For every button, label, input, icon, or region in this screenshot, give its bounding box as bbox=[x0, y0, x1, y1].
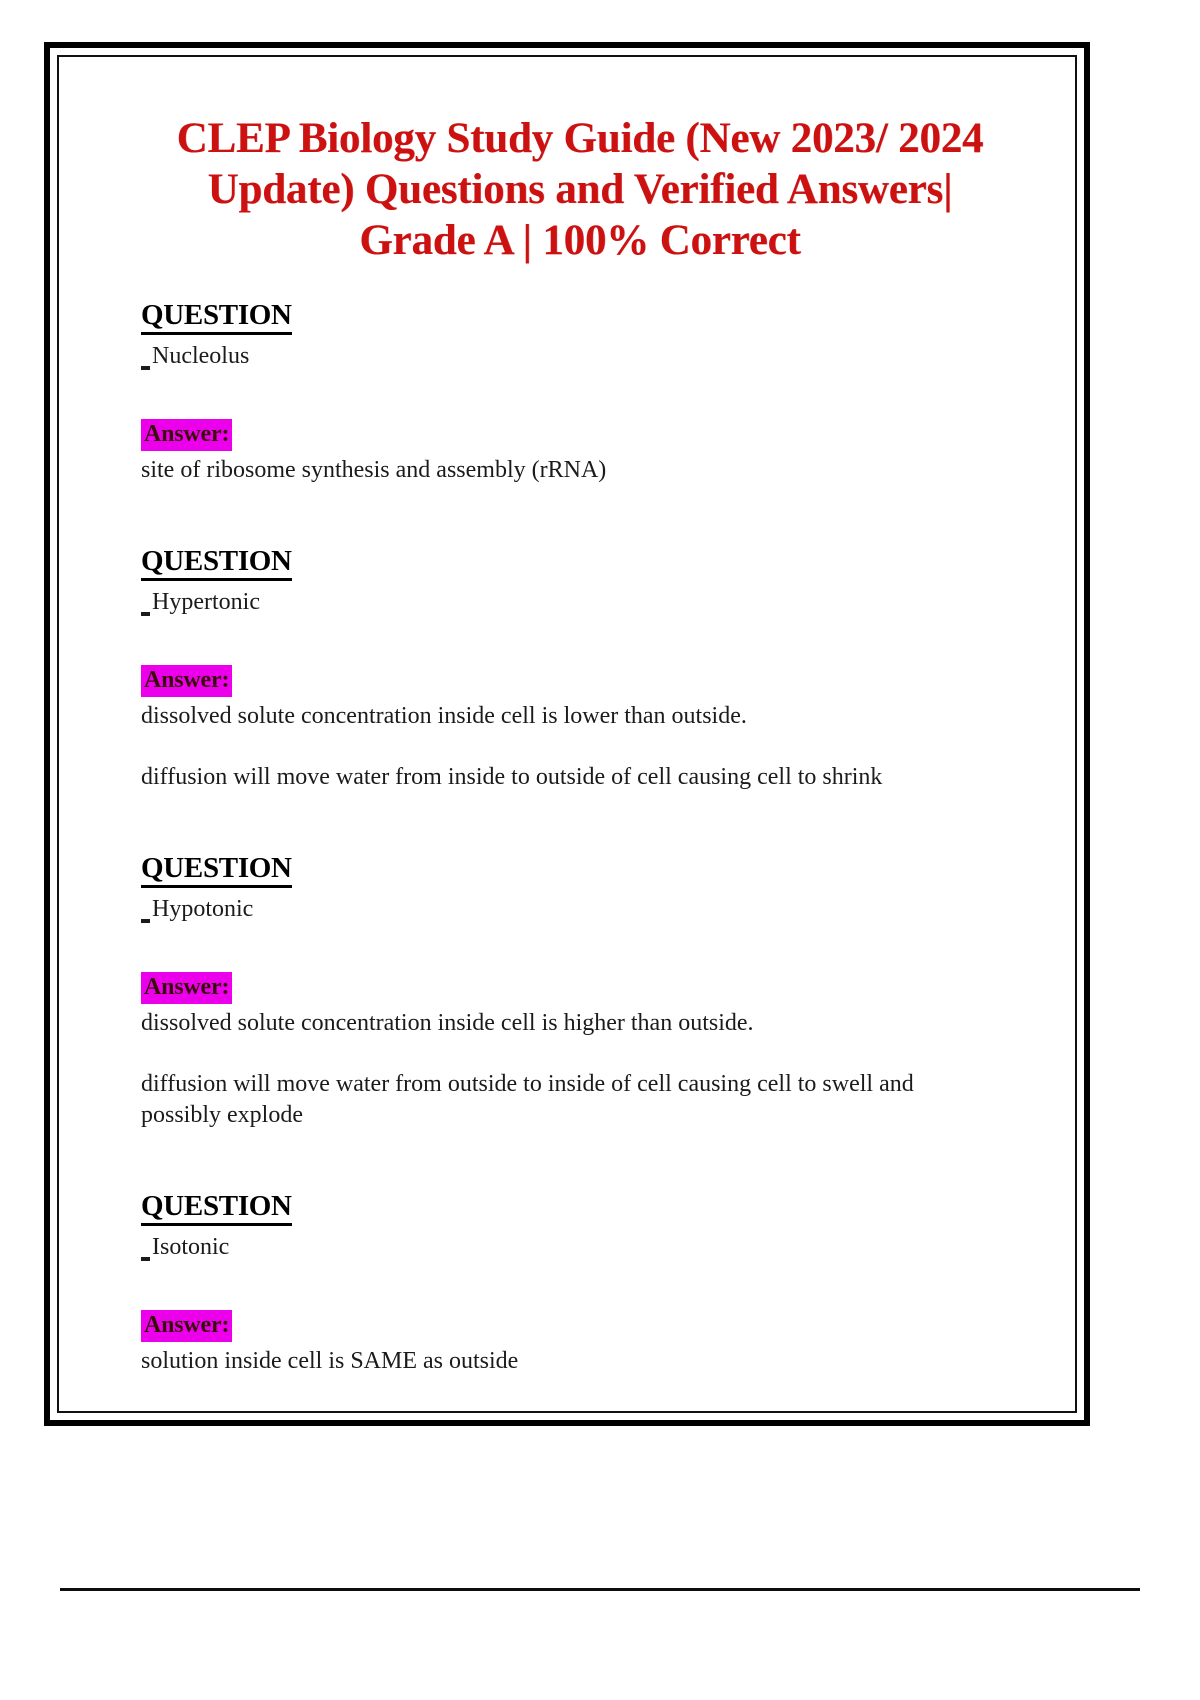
answer-label-row: Answer: bbox=[141, 664, 1035, 697]
question-text: Hypotonic bbox=[152, 895, 254, 922]
question-heading: QUESTION bbox=[141, 300, 292, 335]
page-title-line-3: Grade A | 100% Correct bbox=[359, 217, 801, 265]
answer-label-highlight: Answer: bbox=[141, 664, 233, 697]
dash-artifact-icon bbox=[141, 1256, 150, 1261]
question-heading: QUESTION bbox=[141, 1191, 292, 1226]
dash-artifact-icon bbox=[141, 611, 150, 616]
document-page-content: CLEP Biology Study Guide (New 2023/ 2024… bbox=[59, 57, 1075, 1411]
answer-paragraph: diffusion will move water from outside t… bbox=[141, 1071, 914, 1129]
question-heading-row: QUESTION bbox=[141, 853, 1035, 888]
answer-label-highlight: Answer: bbox=[141, 971, 233, 1004]
qa-block: QUESTION Isotonic Answer: solution insid… bbox=[141, 1131, 1035, 1377]
qa-block: QUESTION Hypertonic Answer: dissolved so… bbox=[141, 486, 1035, 793]
page-title: CLEP Biology Study Guide (New 2023/ 2024… bbox=[141, 113, 1019, 266]
dash-artifact-icon bbox=[141, 365, 150, 370]
question-text: Hypertonic bbox=[152, 588, 260, 615]
page-bottom-divider bbox=[60, 1588, 1140, 1591]
question-heading: QUESTION bbox=[141, 546, 292, 581]
question-heading-row: QUESTION bbox=[141, 1191, 1035, 1226]
answer-label-highlight: Answer: bbox=[141, 1309, 233, 1343]
dash-artifact-icon bbox=[141, 918, 150, 923]
answer-paragraph: diffusion will move water from inside to… bbox=[141, 764, 883, 791]
answer-label-row: Answer: bbox=[141, 418, 1035, 452]
question-heading: QUESTION bbox=[141, 853, 292, 888]
answer-label-row: Answer: bbox=[141, 971, 1035, 1004]
question-heading-row: QUESTION bbox=[141, 546, 1035, 581]
answer-paragraph: solution inside cell is SAME as outside bbox=[141, 1348, 519, 1375]
page-title-line-1: CLEP Biology Study Guide (New 2023/ 2024 bbox=[176, 115, 984, 162]
qa-block: QUESTION Nucleolus Answer: site of ribos… bbox=[141, 266, 1035, 486]
qa-block: QUESTION Hypotonic Answer: dissolved sol… bbox=[141, 793, 1035, 1131]
question-text: Nucleolus bbox=[152, 342, 250, 369]
answer-paragraph: site of ribosome synthesis and assembly … bbox=[141, 457, 607, 484]
answer-label-highlight: Answer: bbox=[141, 418, 233, 452]
question-text: Isotonic bbox=[152, 1233, 230, 1260]
question-text-row: Hypotonic bbox=[141, 894, 1035, 924]
answer-paragraph: dissolved solute concentration inside ce… bbox=[141, 1009, 754, 1036]
answer-paragraph: dissolved solute concentration inside ce… bbox=[141, 702, 747, 729]
page-title-line-2: Update) Questions and Verified Answers| bbox=[207, 166, 953, 214]
document-page-inner-border: CLEP Biology Study Guide (New 2023/ 2024… bbox=[57, 55, 1077, 1413]
question-heading-row: QUESTION bbox=[141, 300, 1035, 335]
question-text-row: Isotonic bbox=[141, 1232, 1035, 1262]
document-page-border: CLEP Biology Study Guide (New 2023/ 2024… bbox=[44, 42, 1090, 1426]
question-text-row: Nucleolus bbox=[141, 341, 1035, 371]
answer-label-row: Answer: bbox=[141, 1309, 1035, 1343]
question-text-row: Hypertonic bbox=[141, 587, 1035, 617]
